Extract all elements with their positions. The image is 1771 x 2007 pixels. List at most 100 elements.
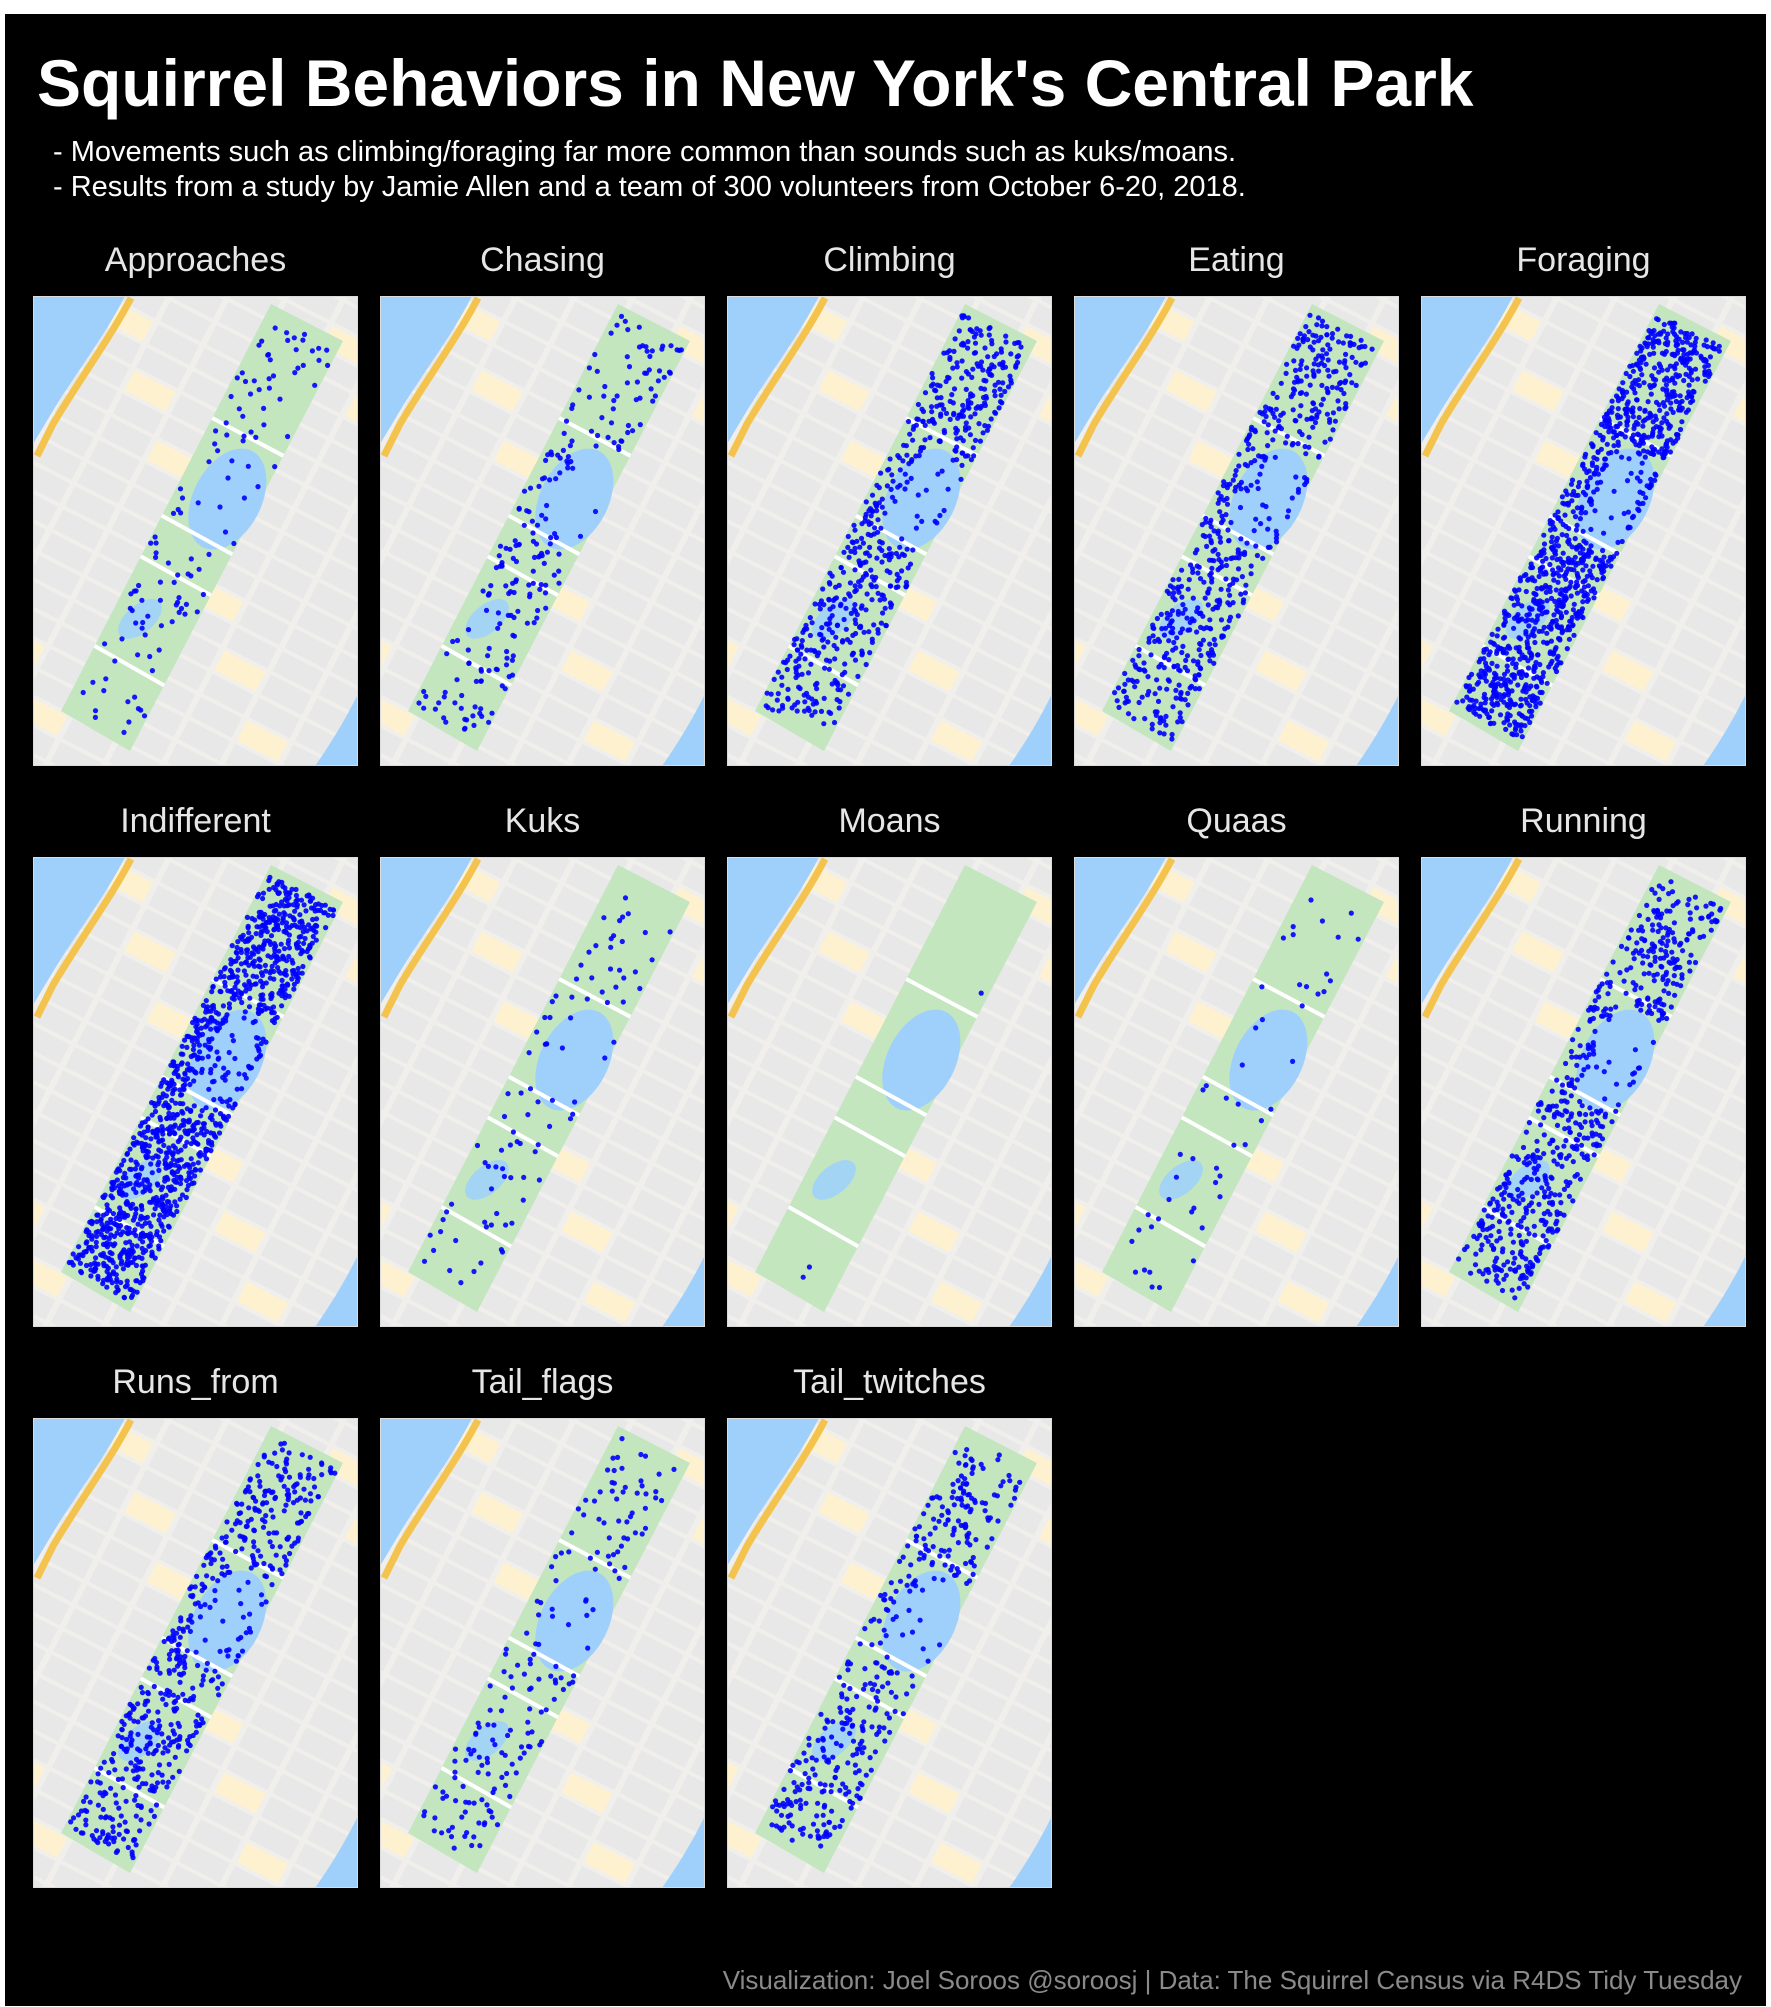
sighting-point [1574, 615, 1580, 621]
sighting-point [1606, 421, 1613, 427]
sighting-point [509, 657, 515, 663]
sighting-point [1164, 615, 1170, 621]
sighting-point [1347, 372, 1353, 378]
city-block [334, 303, 358, 344]
sighting-point [625, 422, 631, 429]
sighting-point [1692, 366, 1699, 372]
sighting-point [1576, 479, 1582, 486]
sighting-point [965, 345, 971, 351]
sighting-point [1184, 615, 1190, 621]
sighting-point [1509, 731, 1515, 737]
sighting-point [1665, 421, 1671, 427]
city-block [1421, 578, 1457, 620]
sighting-point [806, 707, 812, 714]
sighting-point [890, 478, 896, 484]
city-block [1566, 720, 1618, 761]
sighting-point [794, 647, 800, 653]
sighting-point [1178, 583, 1185, 589]
city-block [830, 347, 882, 389]
sighting-point [1216, 597, 1222, 603]
city-block [1536, 324, 1588, 366]
sighting-point [543, 516, 549, 522]
sighting-point [1161, 655, 1167, 661]
sighting-point [1595, 449, 1601, 455]
sighting-point [1686, 382, 1692, 388]
sighting-point [1187, 619, 1193, 625]
sighting-point [928, 383, 934, 389]
sighting-point [1673, 343, 1679, 349]
sighting-point [1179, 649, 1185, 656]
sighting-point [1362, 343, 1368, 350]
sighting-point [1624, 478, 1631, 484]
sighting-point [978, 332, 984, 338]
city-block [1614, 627, 1666, 669]
sighting-point [1659, 350, 1665, 356]
sighting-point [978, 359, 985, 365]
city-block [1094, 509, 1146, 551]
sighting-point [442, 689, 448, 695]
map-border [1421, 296, 1746, 766]
sighting-point [660, 343, 666, 349]
sighting-point [1149, 721, 1155, 727]
city-block [236, 720, 288, 762]
sighting-point [1527, 606, 1533, 612]
sighting-point [920, 418, 926, 424]
sighting-point [421, 688, 427, 695]
sighting-point [1529, 697, 1535, 703]
city-block [1362, 442, 1399, 484]
city-block [250, 581, 302, 622]
city-block [225, 743, 277, 766]
sighting-point [1198, 624, 1204, 630]
city-block [1189, 324, 1241, 366]
sighting-point [1649, 433, 1655, 439]
city-block [1349, 582, 1399, 623]
sighting-point [1164, 610, 1170, 616]
sighting-point [1185, 586, 1191, 592]
sighting-point [1653, 399, 1660, 405]
sighting-point [818, 598, 824, 604]
city-block [896, 673, 948, 715]
sighting-point [1529, 713, 1535, 719]
sighting-point [1578, 556, 1584, 562]
sighting-point [800, 629, 806, 635]
city-block [866, 296, 918, 319]
sighting-point [1629, 384, 1635, 390]
sighting-point [527, 594, 533, 600]
sighting-point [832, 656, 838, 662]
sighting-point [1343, 351, 1349, 357]
sighting-point [610, 406, 616, 412]
sighting-point [1600, 434, 1606, 441]
sighting-point [883, 623, 889, 629]
sighting-point [477, 710, 483, 716]
sighting-point [978, 403, 985, 409]
sighting-point [983, 395, 989, 401]
sighting-point [1511, 615, 1518, 621]
sighting-point [1639, 460, 1645, 466]
sighting-point [1570, 622, 1576, 628]
sighting-point [1661, 403, 1668, 409]
sighting-point [521, 522, 527, 528]
sighting-point [1203, 515, 1209, 521]
city-block [655, 582, 705, 623]
sighting-point [1223, 556, 1229, 562]
sighting-point [1263, 404, 1269, 410]
sighting-point [551, 572, 557, 578]
city-block [33, 485, 58, 527]
sighting-point [947, 354, 953, 361]
city-block [424, 463, 475, 504]
sighting-point [1215, 528, 1221, 534]
sighting-point [633, 397, 639, 403]
city-block [1660, 651, 1712, 692]
sighting-point [1551, 650, 1557, 656]
sighting-point [807, 632, 813, 639]
sighting-point [1647, 351, 1653, 357]
sighting-point [169, 619, 175, 625]
city-block [818, 370, 870, 412]
sighting-point [1698, 355, 1705, 361]
sighting-point [968, 414, 974, 420]
sighting-point [1322, 439, 1328, 445]
facet-label-climbing: Climbing [823, 241, 956, 279]
sighting-point [423, 693, 429, 699]
sighting-point [213, 428, 219, 434]
sighting-point [809, 620, 815, 626]
